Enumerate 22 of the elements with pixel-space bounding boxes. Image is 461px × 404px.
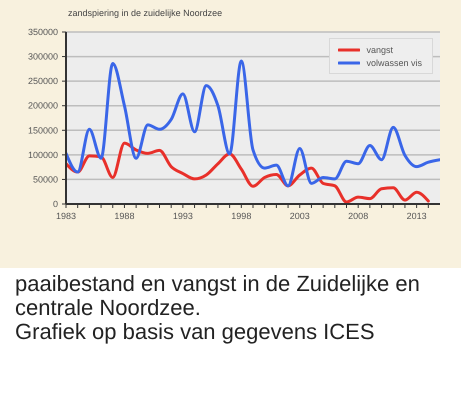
- x-tick-label: 2013: [406, 211, 427, 221]
- y-tick-label: 250000: [28, 76, 58, 86]
- y-tick-label: 350000: [28, 27, 58, 37]
- y-tick-label: 50000: [32, 174, 58, 184]
- text: Grafiek op basis van gegevens ICES: [15, 319, 376, 344]
- legend-label: volwassen vis: [366, 58, 422, 68]
- y-tick-label: 100000: [28, 150, 58, 160]
- y-tick-label: 150000: [28, 125, 58, 136]
- y-tick-label: 300000: [28, 52, 58, 62]
- y-tick-label: 0: [52, 199, 58, 209]
- x-tick-label: 1993: [172, 211, 193, 221]
- line-series: [66, 59, 440, 188]
- line-series: [66, 142, 430, 204]
- text: paaibestand en vangst in de Zuidelijke en centrale Noordzee.: [15, 271, 421, 320]
- x-tick-label: 2008: [348, 211, 368, 221]
- y-tick-label: 200000: [28, 100, 58, 111]
- x-tick-label: 2003: [290, 211, 310, 221]
- x-tick-label: 1988: [114, 211, 134, 221]
- legend-label: vangst: [366, 44, 393, 54]
- x-tick-label: 1998: [231, 211, 252, 221]
- chart-title: zandspiering in de zuidelijke Noordzee: [68, 8, 222, 18]
- x-tick-label: 1983: [56, 211, 76, 221]
